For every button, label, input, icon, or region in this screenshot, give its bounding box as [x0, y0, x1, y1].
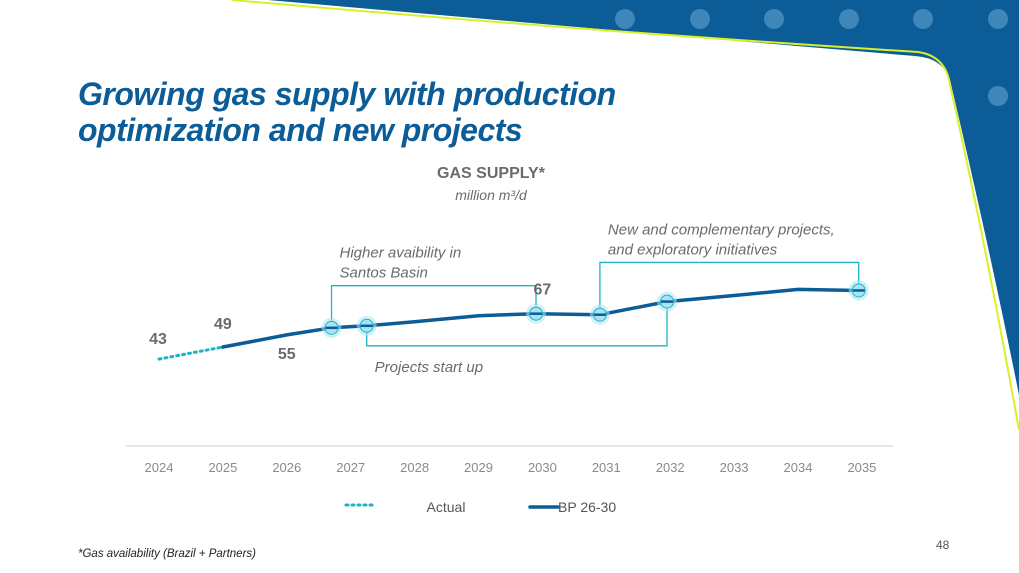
legend: Actual BP 26-30 — [344, 499, 616, 515]
lime-accent-line — [231, 0, 1019, 431]
series-line-actual — [157, 345, 225, 361]
series-lines — [157, 287, 861, 361]
page-number: 48 — [936, 538, 950, 552]
footnote: *Gas availability (Brazil + Partners) — [78, 548, 256, 560]
x-tick-2032: 2032 — [656, 460, 685, 475]
data-label-49: 49 — [214, 316, 232, 333]
markers — [321, 280, 869, 338]
x-tick-2025: 2025 — [208, 460, 237, 475]
x-tick-2033: 2033 — [720, 460, 749, 475]
marker-2 — [526, 303, 547, 324]
slide-title: Growing gas supply with production optim… — [78, 76, 616, 148]
data-label-43: 43 — [149, 331, 167, 348]
x-tick-2035: 2035 — [847, 460, 876, 475]
x-tick-2028: 2028 — [400, 460, 429, 475]
annotation-text-2-0: New and complementary projects, — [608, 221, 835, 238]
legend-label-actual: Actual — [427, 499, 466, 515]
slide-title-line-1: Growing gas supply with production — [78, 76, 616, 112]
x-tick-2031: 2031 — [592, 460, 621, 475]
x-tick-2027: 2027 — [336, 460, 365, 475]
x-tick-2024: 2024 — [145, 460, 174, 475]
legend-item-bp: BP 26-30 — [528, 499, 616, 515]
annotation-text-0-1: Santos Basin — [340, 265, 428, 282]
annotation-text-1-0: Projects start up — [375, 359, 483, 376]
data-label-67: 67 — [534, 282, 552, 299]
x-tick-labels: 2024 2025 2026 2027 2028 2029 2030 2031 2032 2033… — [145, 460, 877, 475]
marker-5 — [848, 280, 869, 301]
annotation-text-2-1: and exploratory initiatives — [608, 241, 778, 258]
x-tick-2029: 2029 — [464, 460, 493, 475]
x-tick-2034: 2034 — [784, 460, 813, 475]
data-label-55: 55 — [278, 346, 296, 363]
corner-banner — [268, 0, 1019, 395]
marker-3 — [589, 304, 610, 325]
dot-pattern — [615, 9, 1008, 106]
chart-subtitle: million m³/d — [455, 187, 528, 203]
marker-1 — [356, 315, 377, 336]
legend-item-actual: Actual — [344, 499, 466, 515]
slide-title-line-2: optimization and new projects — [78, 112, 523, 148]
chart-title: GAS SUPPLY* — [437, 165, 546, 182]
annotations: Higher avaibility in Santos Basin Projects… — [330, 221, 860, 376]
annotation-bracket-0 — [330, 285, 537, 328]
annotation-bracket-2 — [599, 261, 860, 315]
marker-4 — [657, 291, 678, 312]
x-tick-2026: 2026 — [272, 460, 301, 475]
data-labels: 43 49 55 67 — [149, 282, 551, 363]
marker-0 — [321, 317, 342, 338]
x-tick-2030: 2030 — [528, 460, 557, 475]
annotation-text-0-0: Higher avaibility in — [340, 245, 462, 262]
legend-label-bp: BP 26-30 — [558, 499, 616, 515]
